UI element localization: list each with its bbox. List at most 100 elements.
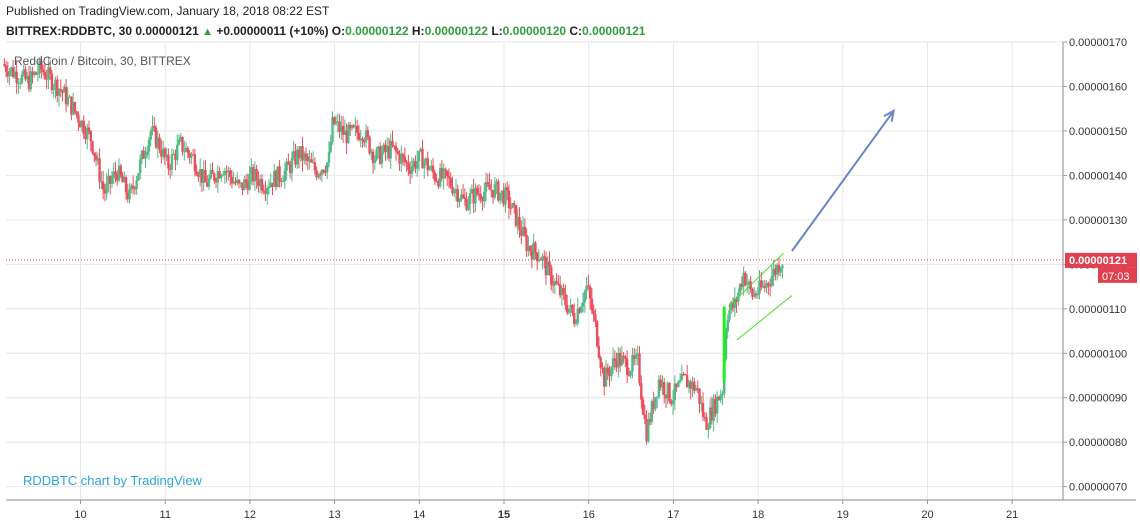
candle-body	[544, 257, 548, 276]
candle-body	[483, 191, 486, 202]
candle-body	[550, 267, 553, 285]
candle-body	[297, 149, 301, 159]
candle-body	[576, 308, 579, 323]
candle-body	[317, 174, 320, 178]
candle-body	[22, 69, 25, 75]
candle-body	[20, 74, 24, 83]
candle-body	[200, 169, 204, 183]
candle-body	[228, 170, 232, 177]
candle-body	[131, 185, 135, 189]
candle-body	[123, 177, 126, 183]
candle-body	[747, 281, 751, 285]
candle-body	[280, 180, 283, 182]
candle-body	[671, 400, 675, 405]
candle-body	[643, 414, 647, 420]
candle-body	[147, 139, 151, 152]
candle-body	[421, 148, 424, 169]
candle-body	[306, 156, 309, 162]
candle-body	[431, 165, 435, 173]
candle-body	[449, 178, 452, 187]
candle-body	[70, 96, 73, 115]
candle-body	[779, 268, 782, 273]
candle-body	[214, 180, 218, 183]
candle-body	[87, 127, 91, 132]
candle-body	[599, 357, 602, 368]
candle-body	[511, 203, 514, 208]
candle-body	[505, 187, 509, 191]
candle-body	[308, 159, 311, 162]
candle-body	[617, 352, 620, 368]
candle-body	[768, 285, 772, 287]
candle-body	[557, 283, 560, 285]
candle-body	[387, 146, 391, 159]
candle-body	[27, 76, 31, 90]
candle-body	[693, 381, 696, 391]
candle-body	[366, 130, 369, 137]
candle-body	[513, 203, 516, 206]
candle-body	[361, 138, 364, 141]
candle-body	[232, 181, 235, 184]
candle-body	[481, 199, 484, 202]
candle-body	[410, 166, 414, 174]
close-label: C:	[569, 24, 583, 38]
candle-body	[590, 298, 594, 311]
candle-body	[313, 162, 317, 171]
candle-body	[424, 158, 428, 162]
candle-body	[444, 168, 447, 171]
candle-body	[359, 138, 362, 140]
channel-line	[736, 295, 793, 341]
candle-body	[633, 355, 636, 360]
candle-body	[13, 71, 17, 77]
candle-body	[391, 140, 394, 146]
candle-body	[731, 302, 735, 308]
candle-body	[294, 151, 297, 165]
candle-body	[685, 375, 689, 388]
candle-body	[322, 169, 325, 172]
candle-body	[382, 144, 385, 153]
candle-body	[611, 358, 615, 368]
candle-body	[493, 184, 497, 198]
candle-body	[636, 353, 639, 355]
candle-body	[110, 178, 114, 184]
candle-body	[370, 151, 373, 154]
candle-body	[292, 151, 295, 158]
candle-body	[234, 181, 237, 184]
candle-body	[525, 234, 528, 252]
candle-body	[433, 172, 437, 181]
candle-body	[66, 97, 70, 105]
candle-body	[393, 145, 396, 147]
candle-body	[562, 287, 565, 294]
candle-body	[333, 117, 336, 124]
candle-body	[597, 346, 601, 358]
candle-body	[684, 374, 687, 376]
candle-body	[378, 146, 382, 164]
candle-body	[516, 216, 519, 226]
candle-body	[428, 168, 431, 171]
candle-body	[15, 71, 18, 84]
candle-body	[331, 117, 334, 143]
candle-body	[495, 181, 498, 185]
candle-body	[470, 189, 474, 194]
candle-body	[641, 399, 645, 415]
candle-body	[463, 197, 467, 200]
symbol: BITTREX:RDDBTC, 30	[6, 24, 133, 38]
candle-body	[537, 259, 541, 262]
candle-body	[103, 189, 107, 194]
candle-body	[415, 161, 419, 169]
candle-body	[666, 382, 669, 399]
candle-body	[59, 89, 62, 91]
candle-body	[340, 125, 343, 132]
candle-body	[140, 150, 144, 160]
candle-body	[244, 179, 248, 183]
credit-link[interactable]: RDDBTC chart by TradingView	[23, 473, 203, 488]
candle-body	[193, 154, 197, 172]
candle-body	[343, 130, 347, 135]
candle-body	[324, 171, 327, 173]
candle-body	[717, 396, 721, 401]
candle-body	[299, 146, 302, 159]
candle-body	[417, 150, 421, 162]
candle-body	[638, 353, 641, 384]
candle-body	[124, 177, 128, 193]
candle-body	[221, 174, 225, 176]
